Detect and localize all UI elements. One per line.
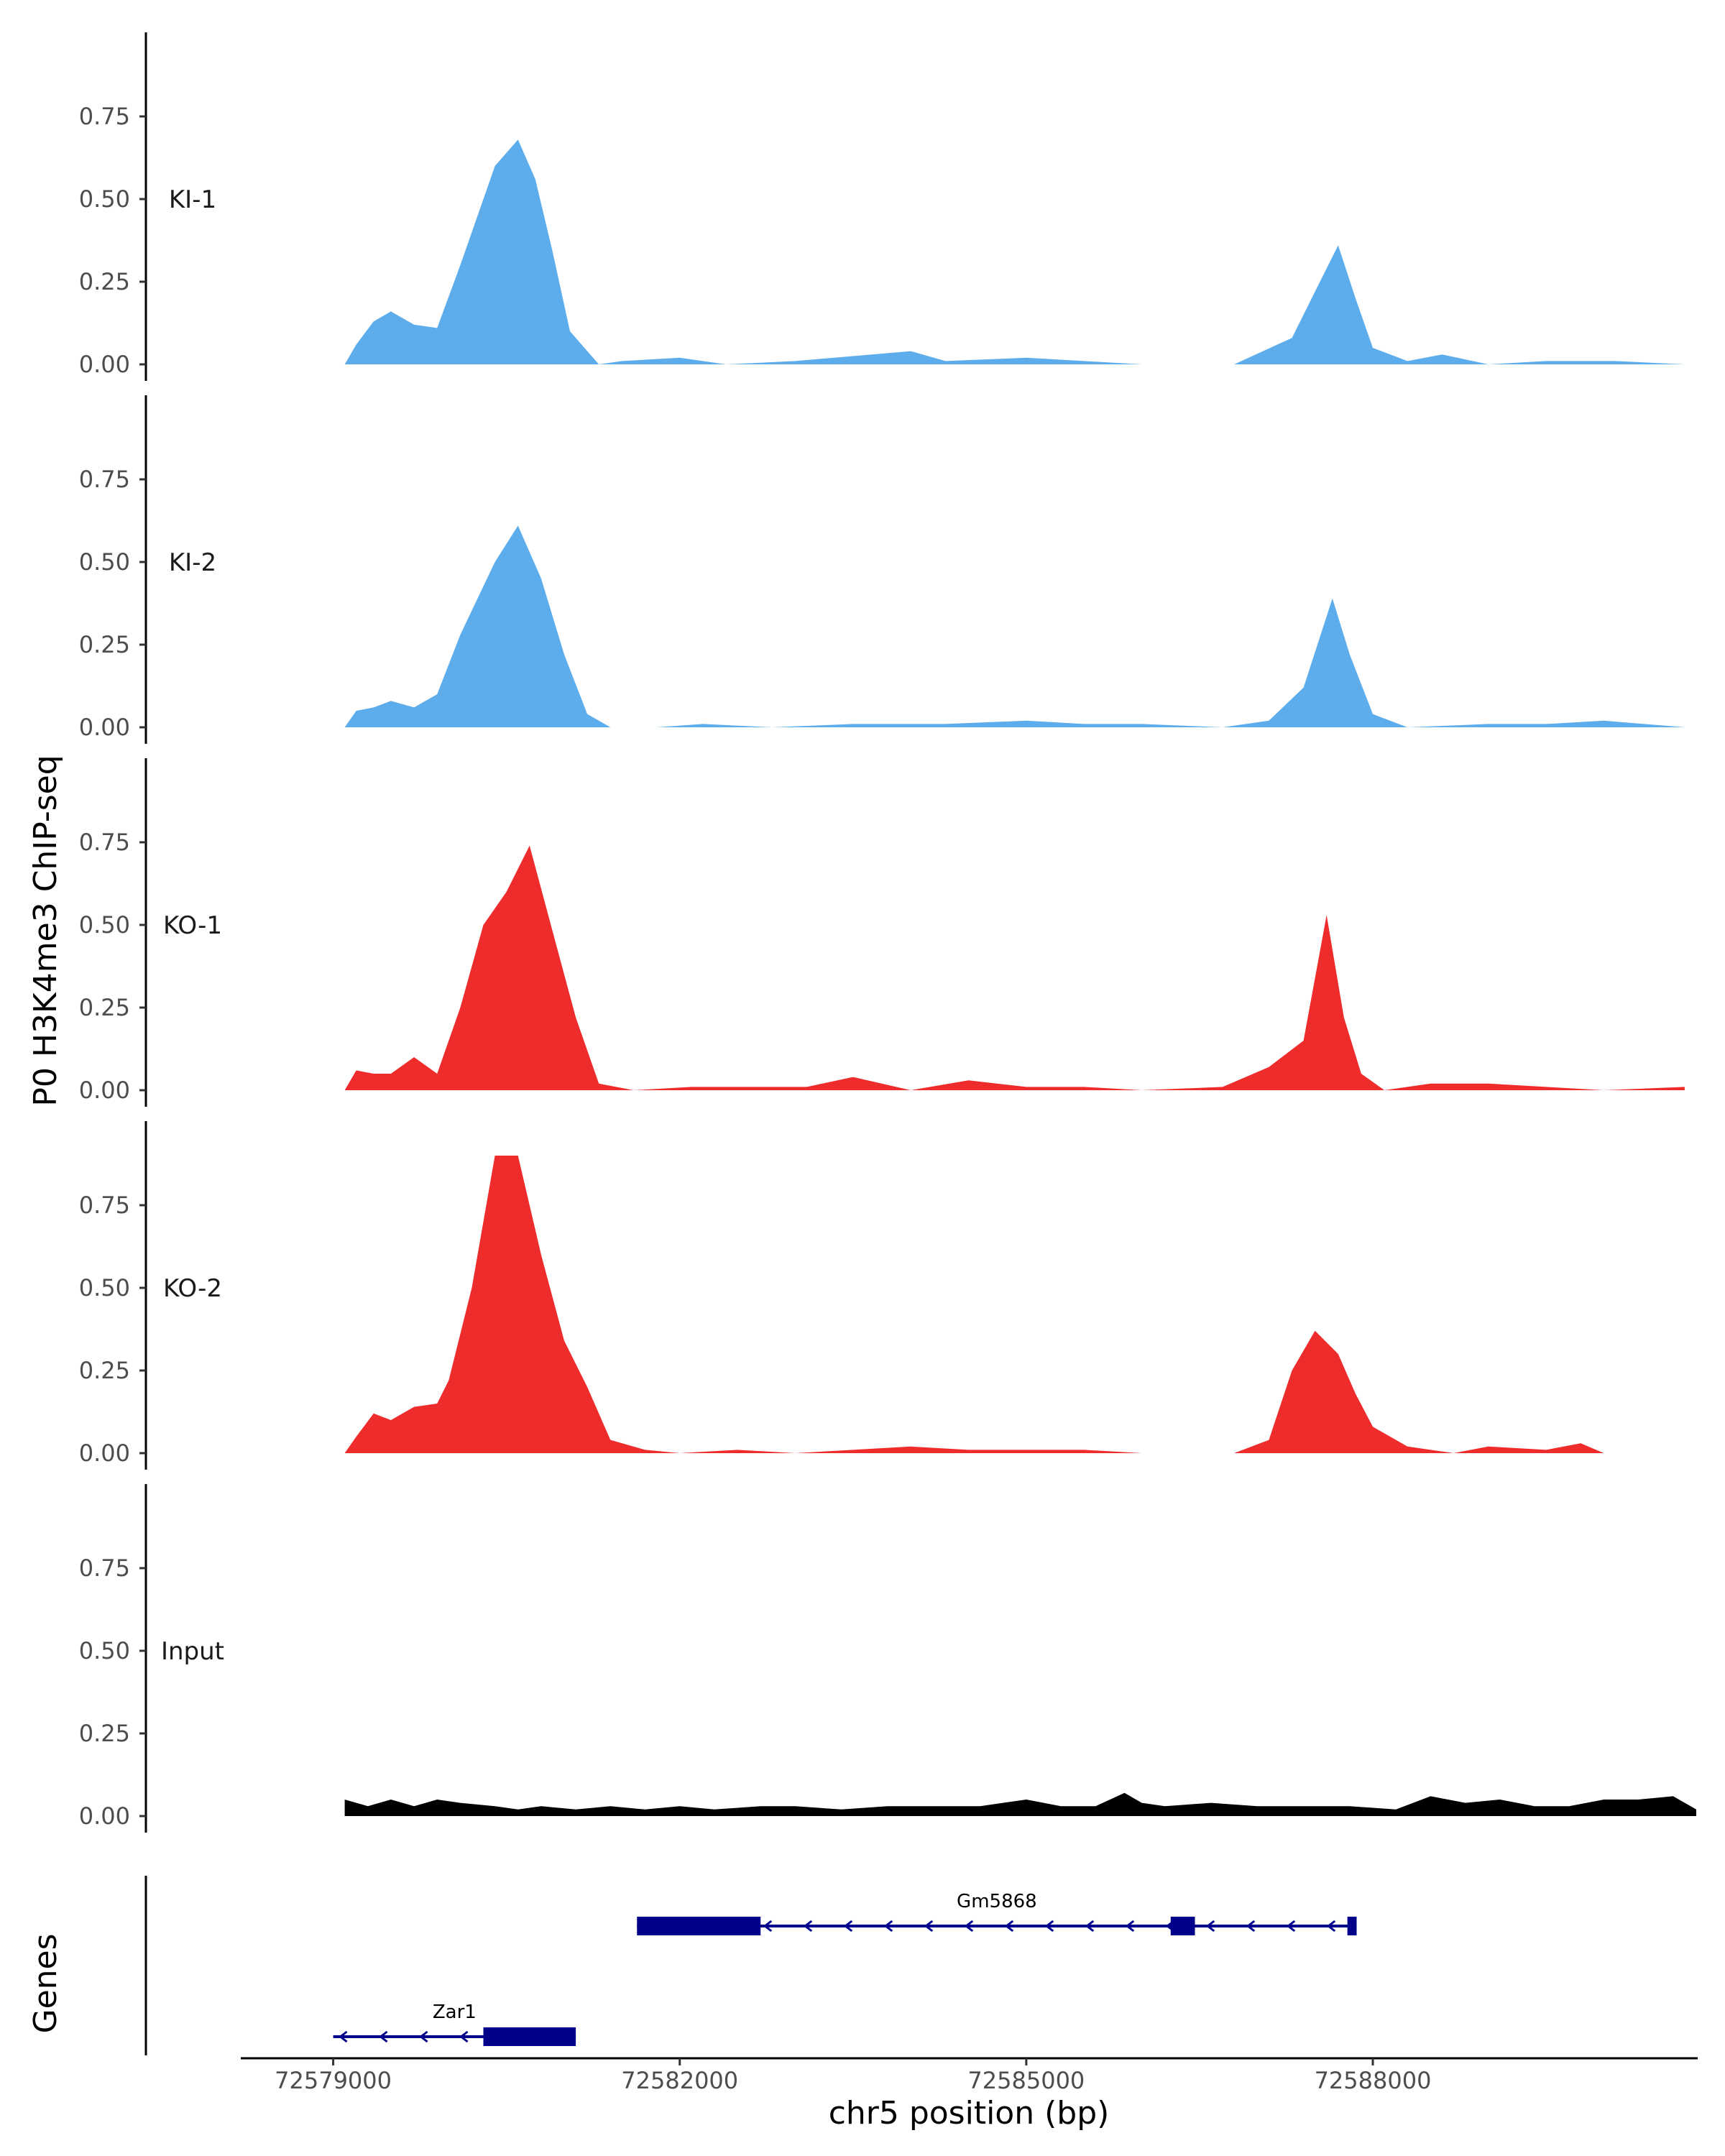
strand-arrow [339,2030,348,2043]
signal-area-input [344,1792,1697,1816]
track-label: KO-1 [163,911,222,940]
y-tick-label: 0.75 [79,829,130,856]
y-tick-label: 0.75 [79,1192,130,1219]
y-tick-label: 0.75 [79,466,130,493]
y-tick-label: 0.50 [79,911,130,939]
x-tick-label: 72585000 [967,2067,1085,2094]
strand-arrow [379,2030,388,2043]
track-ko-1: 0.00 0.25 0.50 0.75 KO-1 [79,758,1685,1107]
strand-arrow [1205,1920,1215,1932]
strand-arrow [763,1920,773,1932]
y-tick-label: 0.50 [79,1274,130,1302]
track-ki-1: 0.00 0.25 0.50 0.75 KI-1 [79,32,1685,381]
gene-gm5868: Gm5868 [637,1891,1357,1935]
y-tick-label: 0.50 [79,185,130,213]
track-ki-2: 0.00 0.25 0.50 0.75 KI-2 [79,395,1685,744]
strand-arrow [803,1920,813,1932]
genes-panel: Gm5868 Zar1 [144,1876,1357,2055]
strand-arrow [924,1920,934,1932]
strand-arrow [459,2030,469,2043]
y-tick-label: 0.25 [79,631,130,658]
y-tick-label: 0.00 [79,351,130,378]
track-label: KI-2 [169,548,216,577]
track-label: KO-2 [163,1274,222,1303]
signal-area-ko-2 [344,1156,1604,1453]
strand-arrow [843,1920,853,1932]
strand-arrow [1085,1920,1095,1932]
strand-arrow [1286,1920,1296,1932]
y-axis-title: P0 H3K4me3 ChIP-seq [27,755,64,1106]
y-tick-label: 0.50 [79,1637,130,1664]
y-tick-label: 0.25 [79,1357,130,1384]
track-label: Input [161,1637,224,1666]
signal-area-ki-1 [344,139,1685,364]
track-label: KI-1 [169,185,216,214]
strand-arrow [883,1920,893,1932]
genes-axis-title: Genes [27,1933,64,2033]
y-tick-label: 0.00 [79,1802,130,1830]
strand-arrow [1326,1920,1336,1932]
y-tick-label: 0.25 [79,994,130,1021]
y-tick-label: 0.00 [79,1077,130,1104]
x-axis-title: chr5 position (bp) [829,2095,1110,2132]
gene-name-label: Gm5868 [957,1891,1037,1912]
gene-zar1: Zar1 [333,2001,576,2046]
y-tick-label: 0.00 [79,714,130,741]
y-tick-label: 0.25 [79,268,130,295]
gene-name-label: Zar1 [433,2001,477,2023]
x-axis: 72579000 72582000 72585000 72588000 [241,2057,1698,2094]
x-tick-label: 72579000 [275,2067,392,2094]
y-tick-label: 0.25 [79,1720,130,1747]
strand-arrow [419,2030,428,2043]
track-ko-2: 0.00 0.25 0.50 0.75 KO-2 [79,1121,1604,1470]
y-tick-label: 0.75 [79,1554,130,1582]
track-input: 0.00 0.25 0.50 0.75 Input [79,1484,1697,1833]
strand-arrow [1004,1920,1014,1932]
strand-arrow [964,1920,974,1932]
strand-arrow [1246,1920,1256,1932]
gene-exon [637,1917,761,1935]
signal-area-ki-2 [344,525,1685,727]
gene-exon [1170,1917,1195,1935]
y-tick-label: 0.00 [79,1439,130,1467]
strand-arrow [1044,1920,1054,1932]
gene-exon [1347,1917,1357,1935]
gene-exon [483,2027,576,2046]
y-tick-label: 0.50 [79,548,130,576]
signal-area-ko-1 [344,845,1685,1090]
x-tick-label: 72582000 [621,2067,738,2094]
x-tick-label: 72588000 [1315,2067,1432,2094]
y-tick-label: 0.75 [79,103,130,130]
track-panels: 0.00 0.25 0.50 0.75 KI-1 0.00 0.25 0.50 0.75 KI-2… [79,32,1697,1833]
strand-arrow [1125,1920,1135,1932]
